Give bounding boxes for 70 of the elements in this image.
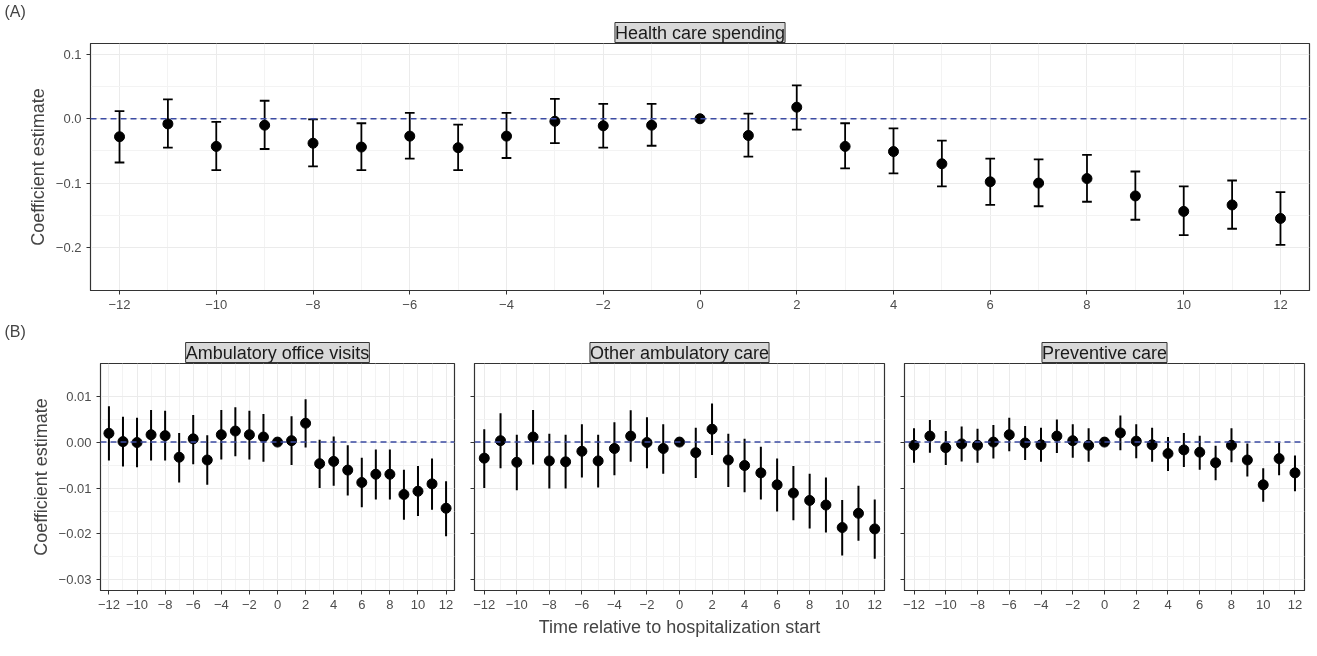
x-tick-label: 6 — [986, 296, 994, 312]
y-tick-label: −0.01 — [58, 480, 92, 496]
x-tick-label: 10 — [1176, 296, 1191, 312]
x-tick-label: −12 — [473, 596, 496, 612]
x-tick-label: 6 — [358, 596, 366, 612]
text: (B) — [4, 322, 26, 340]
y-tick-label: 0.00 — [66, 434, 92, 450]
y-tick-label: −0.02 — [58, 526, 92, 542]
x-tick-label: −8 — [305, 296, 321, 312]
x-tick-label: −2 — [595, 296, 611, 312]
chart-title: Ambulatory office visits — [185, 342, 370, 363]
x-tick-label: 0 — [696, 296, 704, 312]
x-tick-label: 0 — [1100, 596, 1109, 612]
x-tick-label: 12 — [867, 596, 882, 612]
chart-title: Preventive care — [1041, 342, 1168, 363]
x-tick-label: 6 — [1196, 596, 1204, 612]
x-tick-label: 8 — [1227, 596, 1236, 612]
x-tick-label: 4 — [889, 296, 898, 312]
y-axis-title: Coefficient estimate — [30, 398, 51, 556]
x-tick-label: −6 — [402, 296, 418, 312]
x-tick-label: 2 — [793, 296, 801, 312]
x-tick-label: 10 — [1256, 596, 1271, 612]
x-tick-label: −2 — [1065, 596, 1081, 612]
x-tick-label: −6 — [1001, 596, 1017, 612]
x-tick-label: 8 — [1083, 296, 1091, 312]
x-tick-label: −8 — [157, 596, 173, 612]
x-tick-label: −6 — [185, 596, 201, 612]
x-tick-label: −4 — [607, 596, 622, 612]
x-tick-label: 8 — [806, 596, 814, 612]
x-tick-label: −4 — [213, 596, 229, 612]
x-tick-label: −2 — [241, 596, 257, 612]
y-tick-label: −0.03 — [58, 572, 92, 588]
x-tick-label: −8 — [970, 596, 985, 612]
chart-title: Health care spending — [614, 22, 786, 43]
y-tick-label: 0.1 — [63, 46, 82, 62]
x-tick-label: 2 — [301, 596, 310, 612]
x-tick-label: −12 — [97, 596, 120, 612]
x-tick-label: 4 — [740, 596, 749, 612]
x-tick-label: −10 — [934, 596, 957, 612]
x-tick-label: 0 — [273, 596, 282, 612]
x-tick-label: −12 — [903, 596, 926, 612]
x-tick-label: −10 — [205, 296, 228, 312]
chart-title: Other ambulatory care — [589, 342, 770, 363]
x-tick-label: −8 — [541, 596, 557, 612]
x-tick-label: −4 — [1033, 596, 1049, 612]
x-tick-label: 4 — [330, 596, 338, 612]
x-tick-label: 2 — [708, 596, 716, 612]
x-tick-label: −12 — [108, 296, 131, 312]
x-tick-label: 4 — [1164, 596, 1172, 612]
x-axis-title: Time relative to hospitalization start — [538, 616, 821, 637]
y-tick-label: 0.01 — [66, 388, 92, 404]
x-tick-label: 2 — [1132, 596, 1140, 612]
text: (A) — [4, 2, 26, 20]
x-tick-label: 6 — [773, 596, 781, 612]
x-tick-label: −4 — [499, 296, 514, 312]
x-tick-label: 10 — [410, 596, 426, 612]
x-tick-label: 10 — [834, 596, 850, 612]
y-tick-label: 0.0 — [63, 111, 82, 127]
x-tick-label: 0 — [675, 596, 684, 612]
x-tick-label: 12 — [438, 596, 454, 612]
y-axis-title: Coefficient estimate — [27, 88, 48, 246]
x-tick-label: −10 — [505, 596, 528, 612]
x-tick-label: −10 — [126, 596, 149, 612]
x-tick-label: 12 — [1287, 596, 1303, 612]
y-tick-label: −0.1 — [55, 175, 82, 191]
y-tick-label: −0.2 — [55, 239, 82, 255]
x-tick-label: 12 — [1273, 296, 1288, 312]
x-tick-label: −6 — [574, 596, 590, 612]
x-tick-label: 8 — [386, 596, 394, 612]
x-tick-label: −2 — [639, 596, 655, 612]
